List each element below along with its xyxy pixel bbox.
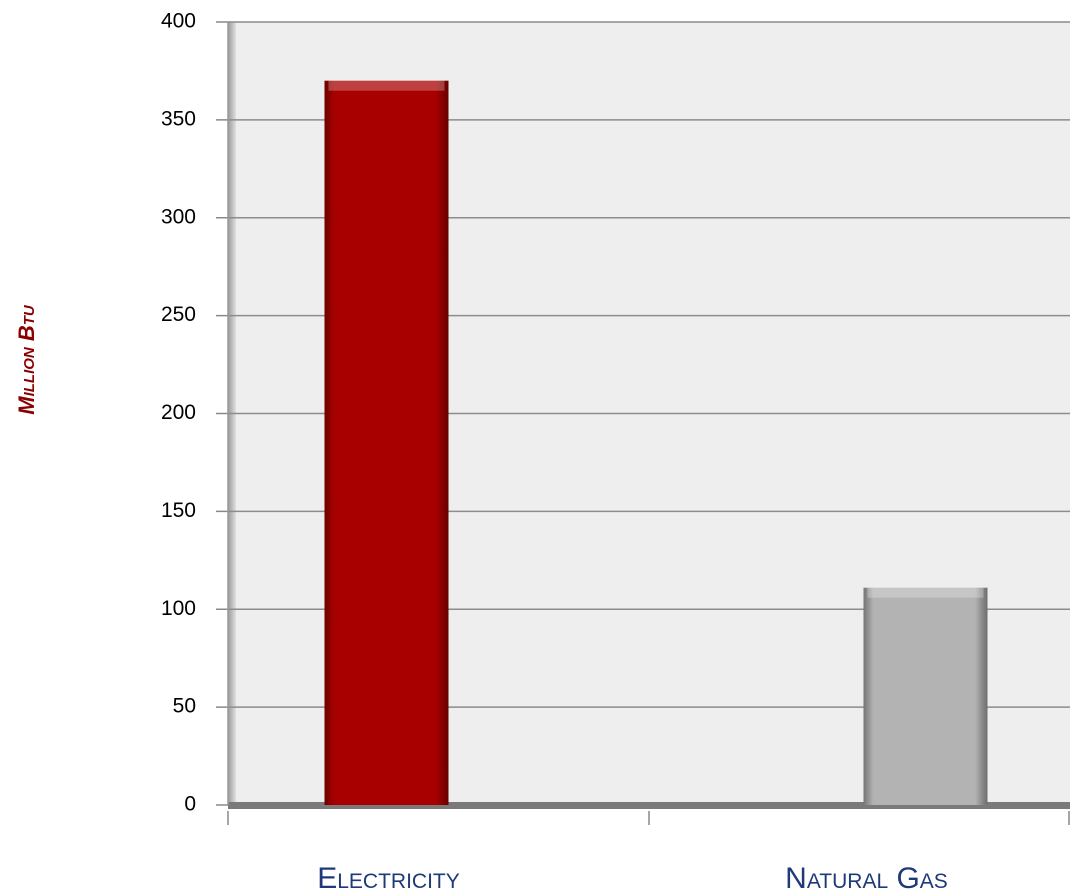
bar-cap	[867, 587, 984, 598]
bar-cap	[328, 80, 445, 91]
bar-shade	[863, 587, 988, 805]
floor	[228, 802, 1070, 809]
y-tick-label: 350	[161, 107, 196, 130]
y-tick-label: 400	[161, 10, 196, 33]
y-tick-label: 300	[161, 205, 196, 228]
y-tick-label: 100	[161, 597, 196, 620]
y-tick-label: 200	[161, 401, 196, 424]
y-tick-label: 150	[161, 499, 196, 522]
y-axis-label: Million Btu	[14, 304, 39, 415]
x-tick-label: Natural Gas	[785, 862, 948, 895]
y-tick-label: 50	[173, 695, 196, 718]
y-tick-label: 250	[161, 303, 196, 326]
bar-shade	[324, 80, 449, 806]
y-tick-label: 0	[184, 793, 196, 816]
x-tick-label: Electricity	[317, 862, 460, 895]
